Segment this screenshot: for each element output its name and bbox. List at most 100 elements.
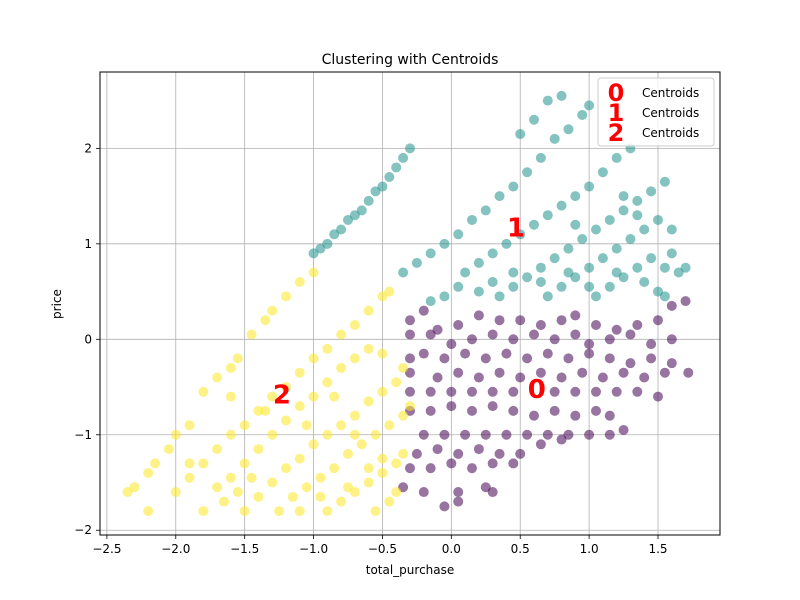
- cluster-2-point: [377, 386, 388, 397]
- cluster-0-point: [508, 386, 519, 397]
- cluster-1-point: [494, 191, 505, 202]
- cluster-2-point: [294, 453, 305, 464]
- cluster-2-point: [322, 343, 333, 354]
- cluster-0-point: [487, 329, 498, 340]
- cluster-1-point: [522, 167, 533, 178]
- cluster-2-point: [219, 496, 229, 507]
- cluster-0-point: [494, 315, 505, 326]
- cluster-1-point: [591, 224, 601, 235]
- cluster-0-point: [508, 405, 519, 416]
- cluster-2-point: [315, 491, 326, 502]
- cluster-1-point: [556, 281, 567, 292]
- cluster-0-point: [405, 386, 415, 397]
- cluster-1-point: [680, 262, 691, 273]
- cluster-0-point: [487, 487, 498, 498]
- cluster-2-point: [370, 506, 381, 517]
- cluster-0-point: [591, 386, 601, 397]
- cluster-1-point: [597, 167, 608, 178]
- cluster-1-point: [473, 286, 484, 297]
- cluster-2-point: [294, 277, 305, 288]
- cluster-0-point: [577, 367, 588, 378]
- cluster-0-point: [556, 315, 567, 326]
- x-tick-label: −2.0: [161, 542, 190, 556]
- cluster-0-point: [453, 448, 464, 459]
- cluster-2-point: [198, 506, 209, 517]
- cluster-0-point: [549, 405, 560, 416]
- cluster-0-point: [473, 372, 484, 383]
- cluster-1-point: [480, 205, 491, 216]
- cluster-1-point: [618, 191, 629, 202]
- cluster-2-point: [267, 391, 278, 402]
- cluster-1-point: [639, 224, 650, 235]
- cluster-1-point: [570, 219, 581, 230]
- cluster-2-point: [377, 348, 388, 359]
- x-axis-label: total_purchase: [366, 563, 455, 577]
- cluster-0-point: [570, 310, 581, 321]
- cluster-1-point: [563, 243, 574, 254]
- cluster-1-point: [508, 267, 519, 278]
- cluster-2-point: [363, 305, 374, 316]
- cluster-0-point: [439, 353, 450, 364]
- cluster-1-point: [611, 243, 622, 254]
- cluster-0-point: [432, 444, 443, 455]
- cluster-1-point: [632, 262, 643, 273]
- centroid-1-marker: 1: [507, 214, 525, 244]
- centroid-0-marker: 0: [528, 375, 546, 405]
- cluster-0-point: [563, 353, 574, 364]
- y-axis-ticks: −2 −1 0 1 2: [74, 141, 100, 537]
- cluster-1-point: [487, 277, 498, 288]
- legend-box: [597, 77, 715, 147]
- x-tick-label: −1.5: [230, 542, 259, 556]
- cluster-2-point: [336, 420, 347, 431]
- cluster-1-point: [646, 253, 657, 264]
- cluster-1-point: [632, 195, 643, 206]
- cluster-2-point: [143, 467, 154, 478]
- cluster-2-point: [301, 420, 312, 431]
- cluster-2-point: [391, 487, 402, 498]
- cluster-2-point: [281, 463, 291, 474]
- cluster-1-point: [556, 90, 567, 101]
- cluster-1-point: [336, 224, 347, 235]
- cluster-0-point: [632, 319, 643, 330]
- cluster-2-point: [329, 463, 340, 474]
- cluster-0-point: [529, 329, 539, 340]
- cluster-2-point: [281, 382, 291, 393]
- cluster-0-point: [680, 296, 691, 307]
- x-tick-label: 1.5: [648, 542, 667, 556]
- cluster-0-point: [604, 353, 615, 364]
- cluster-2-point: [363, 477, 374, 488]
- centroid-2-marker: 2: [273, 381, 291, 411]
- cluster-1-point: [515, 129, 526, 140]
- cluster-0-point: [453, 487, 464, 498]
- cluster-0-point: [632, 386, 643, 397]
- cluster-1-point: [425, 296, 436, 307]
- cluster-1-point: [453, 281, 464, 292]
- cluster-1-point: [666, 248, 677, 259]
- cluster-0-point: [549, 386, 560, 397]
- x-tick-label: 0.5: [511, 542, 530, 556]
- cluster-2-point: [384, 496, 395, 507]
- chart-title: Clustering with Centroids: [322, 52, 499, 68]
- cluster-2-point: [253, 491, 264, 502]
- cluster-2-point: [239, 458, 250, 469]
- cluster-0-point: [591, 319, 601, 330]
- cluster-2-point: [356, 439, 367, 450]
- x-tick-label: 1.0: [580, 542, 599, 556]
- cluster-0-point: [446, 458, 457, 469]
- cluster-1-point: [577, 234, 588, 245]
- cluster-1-point: [597, 253, 608, 264]
- cluster-2-point: [129, 482, 140, 493]
- cluster-1-point: [439, 291, 450, 302]
- cluster-0-point: [639, 372, 650, 383]
- cluster-0-point: [570, 410, 581, 421]
- cluster-0-point: [522, 429, 533, 440]
- cluster-2-point: [170, 429, 181, 440]
- cluster-2-point: [246, 472, 257, 483]
- cluster-0-point: [432, 372, 443, 383]
- cluster-1-point: [453, 229, 464, 240]
- cluster-1-point: [501, 238, 512, 249]
- cluster-0-point: [618, 424, 629, 435]
- cluster-0-point: [584, 348, 595, 359]
- cluster-1-point: [363, 195, 374, 206]
- cluster-2-point: [343, 448, 353, 459]
